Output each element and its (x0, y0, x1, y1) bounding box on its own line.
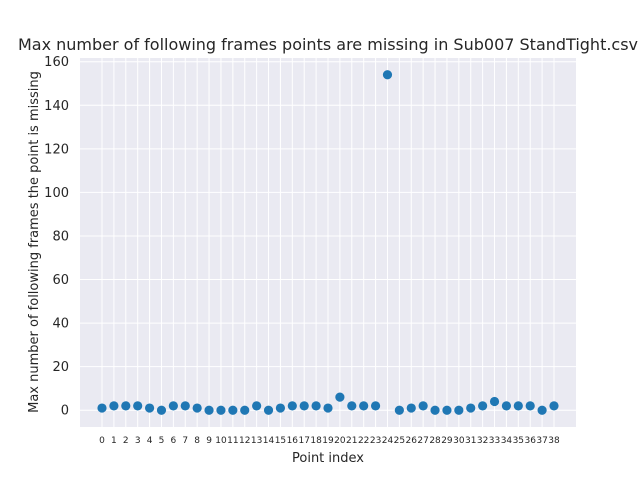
data-point (156, 405, 167, 415)
data-point (228, 405, 238, 415)
data-point (121, 401, 131, 411)
y-tick-label: 40 (52, 317, 69, 332)
data-point (418, 401, 428, 411)
x-tick-label: 35 (513, 436, 524, 446)
x-tick-label: 27 (417, 436, 428, 446)
data-point (454, 405, 464, 415)
y-tick-label: 80 (52, 229, 69, 244)
data-point (323, 403, 333, 413)
data-point (252, 401, 262, 411)
data-point (537, 405, 547, 415)
x-tick-label: 31 (465, 436, 476, 446)
data-point (478, 401, 488, 411)
y-tick-label: 20 (52, 360, 69, 375)
data-point (168, 401, 178, 411)
x-tick-label: 25 (394, 436, 405, 446)
x-tick-label: 1 (111, 436, 117, 446)
data-point (501, 401, 512, 411)
data-point (299, 401, 309, 411)
x-tick-label: 13 (251, 436, 262, 446)
x-tick-label: 26 (406, 436, 418, 446)
data-point (311, 401, 321, 411)
x-tick-label: 6 (171, 436, 177, 446)
y-axis-label: Max number of following frames the point… (27, 71, 42, 413)
data-point (394, 405, 404, 415)
x-tick-label: 22 (358, 436, 369, 446)
data-point (335, 392, 345, 402)
x-tick-label: 8 (194, 436, 200, 446)
x-tick-label: 36 (524, 436, 536, 446)
x-tick-label: 24 (382, 436, 394, 446)
x-tick-label: 5 (159, 436, 165, 446)
gridlines (80, 58, 576, 427)
x-tick-label: 11 (227, 436, 238, 446)
x-tick-label: 29 (441, 436, 453, 446)
x-tick-label: 23 (370, 436, 381, 446)
x-tick-label: 28 (429, 436, 441, 446)
data-point (370, 401, 381, 411)
data-point (144, 403, 155, 413)
data-point (133, 401, 143, 411)
data-point (359, 401, 369, 411)
data-point (430, 405, 440, 415)
y-tick-labels: 0 20 40 60 80 100 120 140 160 (44, 55, 69, 419)
x-tick-labels: 0 1 2 3 4 5 6 7 8 9 10 11 12 13 14 15 16 17 18 19 20 21 22 23 24… (99, 436, 560, 446)
data-point (382, 70, 393, 80)
data-point (240, 405, 250, 415)
x-tick-label: 34 (501, 436, 513, 446)
data-point (180, 401, 190, 411)
data-point (192, 403, 202, 413)
y-tick-label: 100 (44, 186, 69, 201)
data-point (263, 405, 274, 415)
x-tick-label: 9 (206, 436, 212, 446)
data-point (97, 403, 107, 413)
data-point (216, 405, 226, 415)
data-point (525, 401, 535, 411)
x-tick-label: 15 (275, 436, 286, 446)
x-tick-label: 18 (310, 436, 322, 446)
x-tick-label: 10 (215, 436, 227, 446)
data-point (466, 403, 476, 413)
data-point (406, 403, 416, 413)
data-point (347, 401, 357, 411)
x-tick-label: 32 (477, 436, 488, 446)
data-point (204, 405, 214, 415)
x-tick-label: 0 (99, 436, 105, 446)
x-tick-label: 37 (536, 436, 547, 446)
x-tick-label: 20 (334, 436, 346, 446)
x-tick-label: 38 (548, 436, 560, 446)
chart-title: Max number of following frames points ar… (18, 35, 638, 54)
x-tick-label: 2 (123, 436, 129, 446)
data-point (549, 401, 559, 411)
x-tick-label: 21 (346, 436, 357, 446)
y-tick-label: 140 (44, 99, 69, 114)
x-tick-label: 4 (147, 436, 153, 446)
data-point (287, 401, 297, 411)
x-tick-label: 7 (182, 436, 188, 446)
x-axis-label: Point index (292, 451, 364, 466)
y-tick-label: 160 (44, 55, 69, 70)
data-point (489, 396, 500, 407)
x-tick-label: 33 (489, 436, 500, 446)
data-point (513, 401, 523, 411)
y-tick-label: 0 (61, 404, 69, 419)
data-points (97, 70, 559, 415)
data-point (442, 405, 452, 415)
y-tick-label: 120 (44, 142, 69, 157)
x-tick-label: 17 (298, 436, 309, 446)
data-point (275, 403, 286, 413)
x-tick-label: 19 (322, 436, 334, 446)
x-tick-label: 3 (135, 436, 141, 446)
x-tick-label: 30 (453, 436, 465, 446)
x-tick-label: 16 (287, 436, 299, 446)
x-tick-label: 12 (239, 436, 250, 446)
y-tick-label: 60 (52, 273, 69, 288)
data-point (109, 401, 119, 411)
x-tick-label: 14 (263, 436, 275, 446)
